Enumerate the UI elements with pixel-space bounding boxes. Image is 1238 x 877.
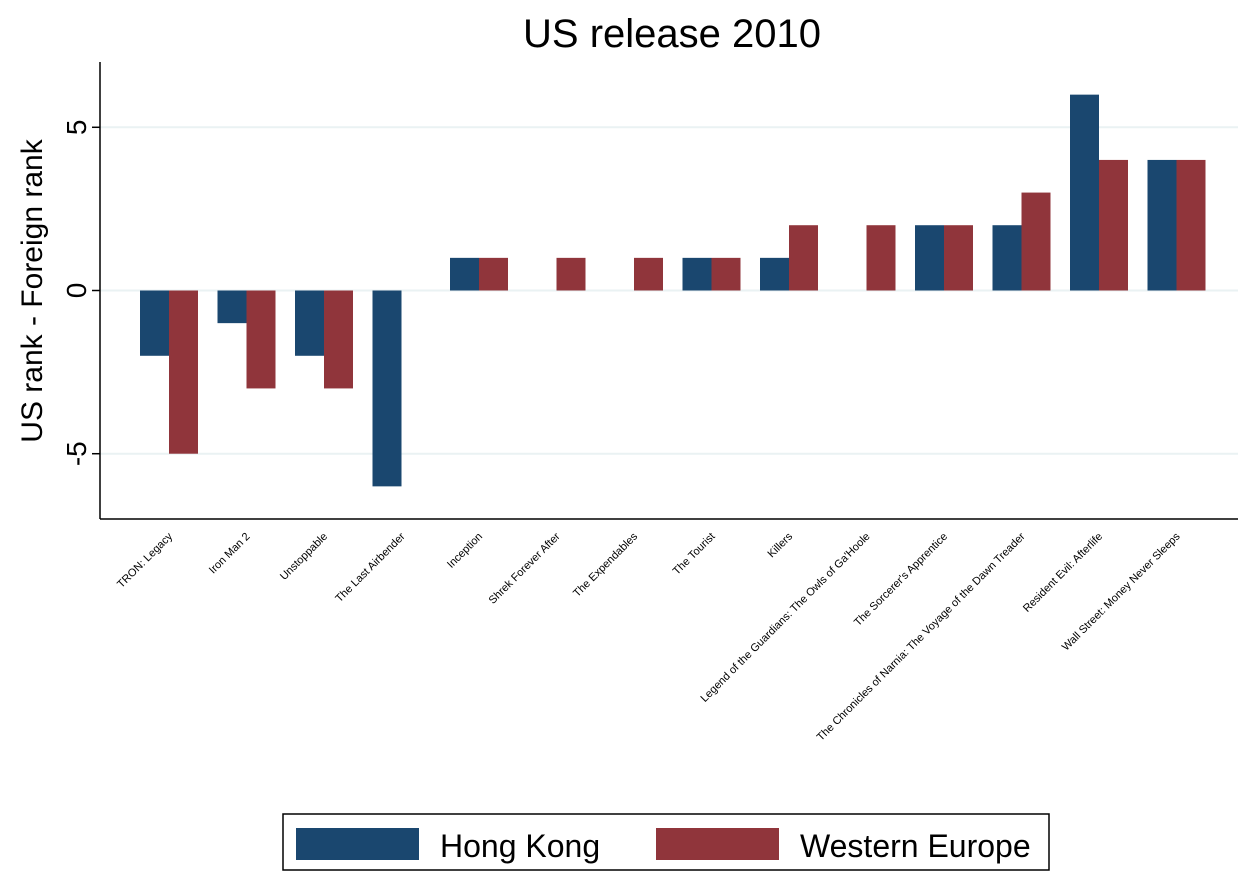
bar (711, 257, 741, 291)
x-tick-label: TRON: Legacy (115, 530, 175, 590)
bar (915, 225, 944, 291)
bar (450, 257, 479, 291)
legend-swatch (296, 828, 419, 860)
bar (944, 225, 973, 291)
x-tick-label: The Tourist (671, 531, 718, 578)
bar (140, 290, 169, 356)
x-tick-label: The Expendables (571, 530, 640, 599)
bar (1021, 192, 1051, 291)
bar (634, 257, 663, 291)
bar (372, 290, 402, 487)
bar (866, 225, 896, 291)
bar (992, 225, 1022, 291)
y-tick-label: -5 (61, 441, 92, 466)
chart-title: US release 2010 (523, 12, 821, 56)
bar (789, 225, 818, 291)
bar (1099, 159, 1128, 291)
x-tick-label: The Last Airbender (333, 530, 407, 604)
y-tick-label: 5 (61, 119, 92, 135)
bar (246, 290, 276, 389)
bar (479, 257, 508, 291)
legend-box (282, 813, 1050, 871)
bar (169, 290, 198, 454)
x-tick-label: Shrek Forever After (487, 530, 563, 606)
x-tick-label: Resident Evil: Afterlife (1021, 531, 1105, 615)
bar (324, 290, 353, 389)
bar (295, 290, 324, 356)
bar (217, 290, 247, 324)
x-tick-label: Legend of the Guardians: The Owls of Ga'… (698, 531, 872, 705)
x-tick-label: Inception (445, 531, 485, 571)
legend-swatch (656, 828, 779, 860)
bar (1147, 159, 1177, 291)
bar (1070, 94, 1099, 291)
x-tick-label: Unstoppable (278, 531, 330, 583)
x-tick-label: Iron Man 2 (207, 531, 253, 577)
bar (556, 257, 586, 291)
bar (1176, 159, 1206, 291)
bar (760, 257, 789, 291)
bar (682, 257, 712, 291)
y-tick-label: 0 (61, 283, 92, 299)
legend-label: Western Europe (800, 828, 1031, 864)
y-axis-label: US rank - Foreign rank (16, 138, 49, 442)
x-tick-label: Killers (765, 530, 795, 560)
legend-label: Hong Kong (440, 828, 600, 864)
